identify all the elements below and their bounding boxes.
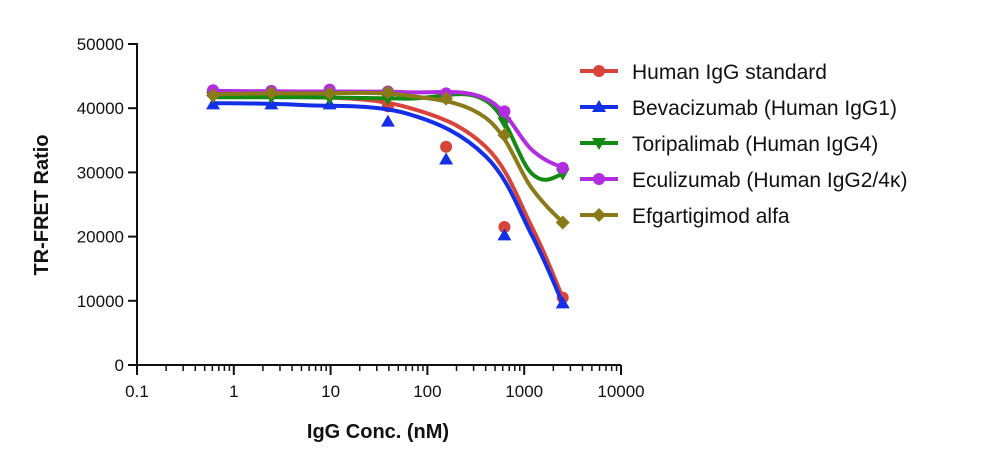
legend-label: Eculizumab (Human IgG2/4κ) xyxy=(632,169,907,192)
legend-item: Efgartigimod alfa xyxy=(580,205,790,228)
x-axis-title: IgG Conc. (nM) xyxy=(307,421,449,443)
legend: Human IgG standard Bevacizumab (Human IgG… xyxy=(580,61,907,228)
data-point xyxy=(556,161,569,174)
legend-label: Toripalimab (Human IgG4) xyxy=(632,133,878,156)
x-tick-label: 0.1 xyxy=(125,382,149,401)
y-tick-label: 30000 xyxy=(77,163,124,182)
legend-item: Bevacizumab (Human IgG1) xyxy=(580,97,897,120)
data-point xyxy=(440,140,453,153)
data-point xyxy=(264,85,279,100)
data-point xyxy=(498,105,511,118)
legend-item: Toripalimab (Human IgG4) xyxy=(580,133,878,156)
x-tick-label: 100 xyxy=(413,382,441,401)
data-point xyxy=(380,93,395,106)
data-point xyxy=(555,215,570,230)
y-axis-title: TR-FRET Ratio xyxy=(31,134,53,275)
data-point xyxy=(439,91,454,106)
legend-marker xyxy=(593,173,605,185)
y-tick-label: 0 xyxy=(115,356,124,375)
series-4 xyxy=(206,85,570,230)
data-point xyxy=(555,296,570,309)
data-point xyxy=(497,128,512,143)
y-tick-label: 40000 xyxy=(77,99,124,118)
legend-item: Eculizumab (Human IgG2/4κ) xyxy=(580,169,907,192)
y-tick-label: 20000 xyxy=(77,228,124,247)
data-point xyxy=(322,86,337,101)
legend-marker xyxy=(592,138,606,150)
data-point xyxy=(498,220,511,233)
legend-marker xyxy=(593,65,605,77)
data-point xyxy=(380,114,395,127)
data-point xyxy=(439,152,454,165)
legend-marker xyxy=(592,100,606,112)
series-1 xyxy=(206,97,570,309)
legend-label: Efgartigimod alfa xyxy=(632,205,790,228)
data-point xyxy=(380,85,395,100)
series-line xyxy=(210,90,565,225)
axes: 0 10000 20000 30000 40000 50000 0.1 1 10 100 1000 1… xyxy=(77,35,645,401)
y-tick-label: 50000 xyxy=(77,35,124,54)
legend-item: Human IgG standard xyxy=(580,61,827,84)
series-group xyxy=(206,83,570,309)
x-tick-label: 1 xyxy=(229,382,238,401)
data-point xyxy=(497,228,512,241)
series-line xyxy=(210,92,565,182)
legend-label: Human IgG standard xyxy=(632,61,827,84)
x-tick-label: 10000 xyxy=(597,382,644,401)
legend-label: Bevacizumab (Human IgG1) xyxy=(632,97,897,120)
x-tick-label: 10 xyxy=(321,382,340,401)
legend-marker xyxy=(592,208,606,222)
y-tick-label: 10000 xyxy=(77,292,124,311)
x-tick-label: 1000 xyxy=(505,382,543,401)
data-point xyxy=(206,88,221,103)
series-line xyxy=(210,101,565,306)
